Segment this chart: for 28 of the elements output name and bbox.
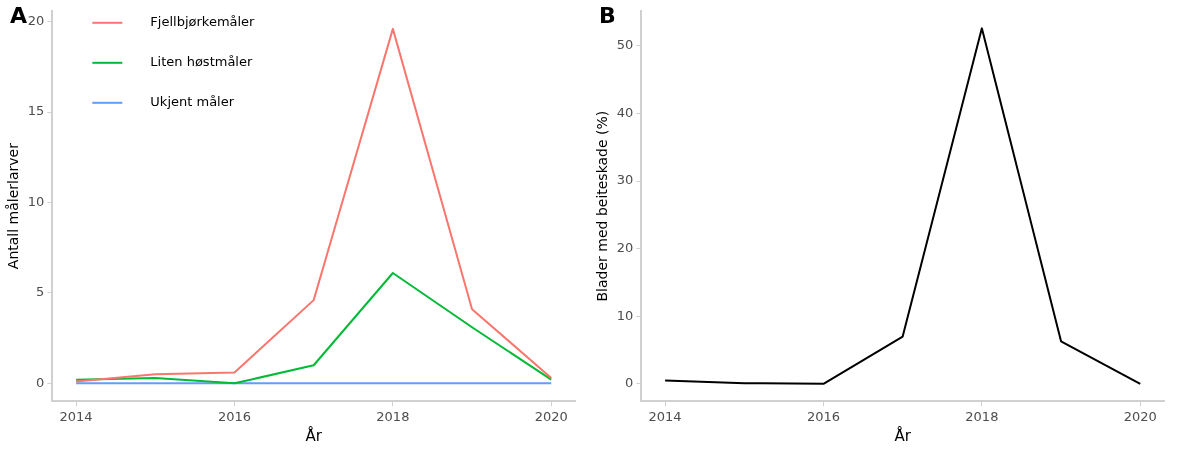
x-tick-label: 2014 — [648, 408, 682, 424]
y-tick-label: 20 — [27, 13, 45, 29]
y-tick-label: 0 — [36, 374, 45, 390]
y-axis-title: Blader med beiteskade (%) — [594, 110, 611, 302]
y-axis-title: Antall målerlarver — [5, 142, 22, 270]
x-tick-label: 2016 — [217, 408, 252, 424]
y-tick-label: 40 — [616, 104, 634, 120]
y-tick-label: 5 — [36, 284, 45, 300]
x-tick-label: 2020 — [534, 408, 568, 424]
y-tick-label: 15 — [27, 103, 45, 119]
x-tick-label: 2014 — [59, 408, 93, 424]
legend-label: Ukjent måler — [150, 94, 235, 110]
y-tick-label: 20 — [616, 240, 634, 256]
x-tick-label: 2018 — [965, 408, 999, 424]
y-tick-label: 50 — [616, 37, 634, 53]
x-tick-label: 2018 — [376, 408, 410, 424]
x-axis-title: År — [305, 425, 323, 445]
y-tick-label: 10 — [616, 307, 634, 323]
x-tick-label: 2020 — [1123, 408, 1157, 424]
text: B — [599, 2, 616, 28]
x-tick-label: 2016 — [806, 408, 841, 424]
legend-label: Fjellbjørkemåler — [150, 14, 256, 30]
y-tick-label: 10 — [27, 193, 45, 209]
x-axis-title: År — [894, 425, 912, 445]
text: A — [10, 2, 28, 28]
y-tick-label: 30 — [616, 172, 634, 188]
y-tick-label: 0 — [625, 375, 634, 391]
legend-label: Liten høstmåler — [150, 54, 253, 70]
